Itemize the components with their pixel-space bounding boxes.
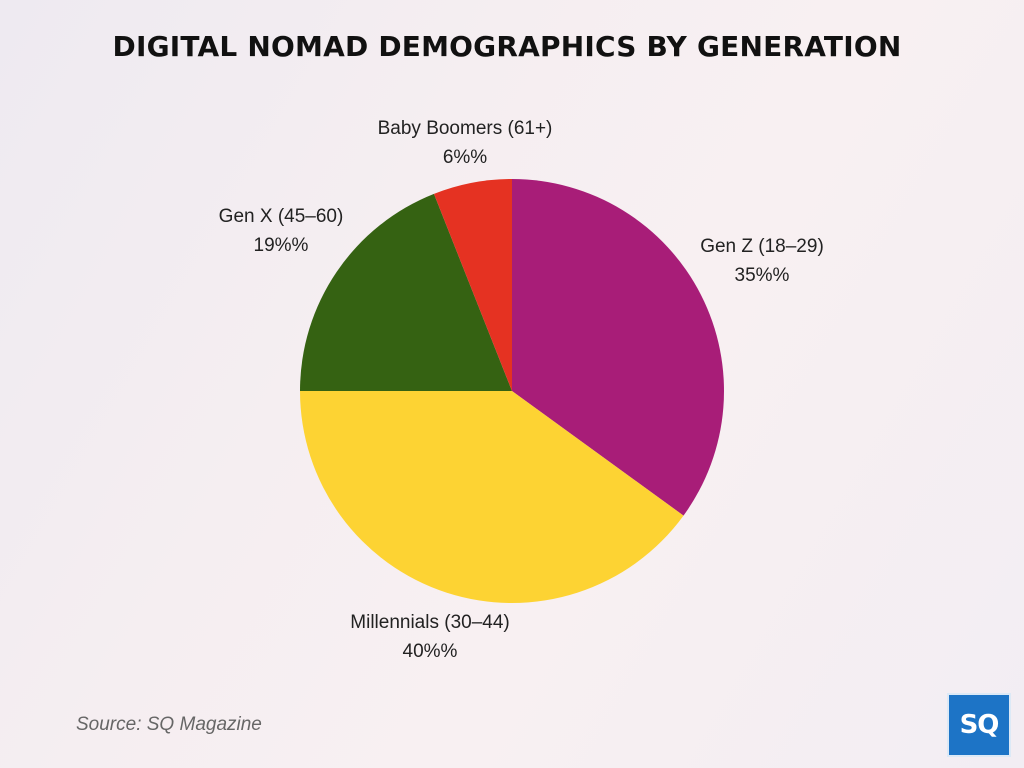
pie-slice	[300, 193, 512, 391]
slice-value: 19%%	[254, 235, 309, 256]
slice-label: Millennials (30–44)	[350, 612, 509, 633]
pie-slice	[433, 179, 512, 391]
slice-label: Baby Boomers (61+)	[378, 118, 553, 139]
pie-slice	[512, 179, 724, 516]
slice-value: 35%%	[735, 265, 790, 286]
pie-slices	[300, 179, 724, 603]
sq-magazine-logo: SQ	[947, 693, 1011, 757]
pie-slice	[300, 391, 684, 603]
slice-value: 6%%	[443, 147, 487, 168]
slice-labels: Gen Z (18–29) 35%% Millennials (30–44) 40%%…	[219, 118, 824, 662]
slice-label: Gen X (45–60)	[219, 206, 344, 227]
source-credit: Source: SQ Magazine	[76, 714, 262, 735]
slice-label: Gen Z (18–29)	[700, 236, 824, 257]
chart-title: DIGITAL NOMAD DEMOGRAPHICS BY GENERATION	[112, 30, 902, 63]
slice-value: 40%%	[403, 641, 458, 662]
